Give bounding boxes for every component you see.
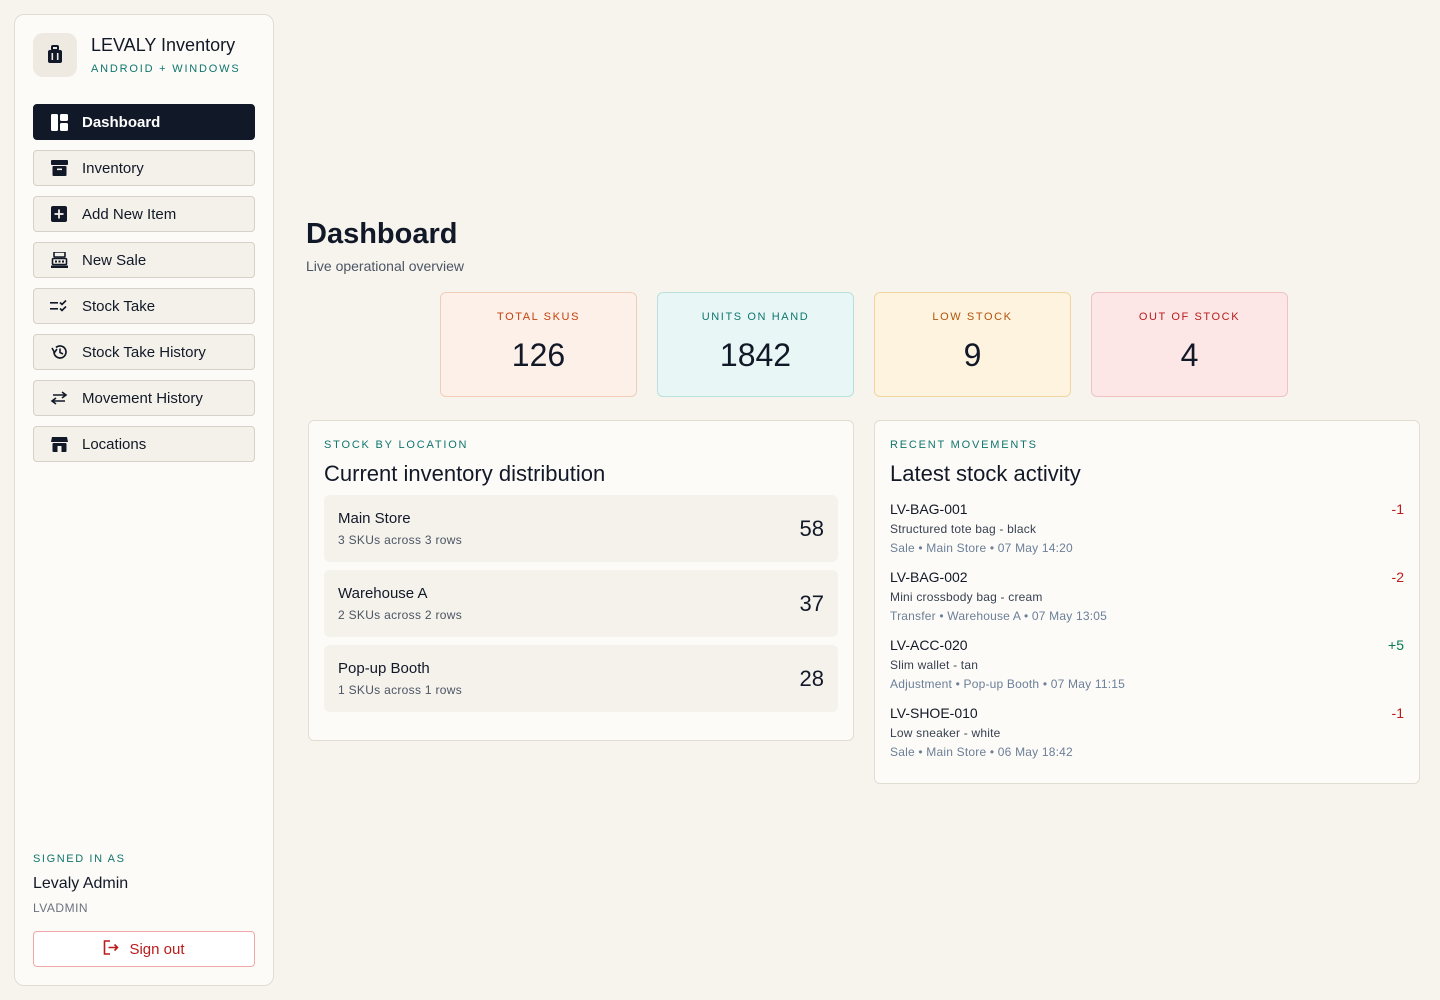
- signed-in-label: SIGNED IN AS: [33, 853, 126, 865]
- sign-out-button[interactable]: Sign out: [33, 931, 255, 967]
- brand-title: LEVALY Inventory: [91, 35, 236, 55]
- movement-description: Mini crossbody bag - cream: [890, 590, 1043, 604]
- movement-meta: Sale • Main Store • 06 May 18:42: [890, 745, 1073, 759]
- panel-eyebrow: RECENT MOVEMENTS: [890, 439, 1038, 451]
- panel-eyebrow: STOCK BY LOCATION: [324, 439, 469, 451]
- cash-register-icon: [50, 251, 68, 269]
- stat-value: 9: [963, 337, 982, 373]
- sidebar-item-dashboard[interactable]: Dashboard: [33, 104, 255, 140]
- location-row-pop-up-booth[interactable]: Pop-up Booth 1 SKUs across 1 rows 28: [324, 645, 838, 712]
- stat-value: 126: [511, 337, 566, 373]
- sidebar-item-stock-take-history[interactable]: Stock Take History: [33, 334, 255, 370]
- movement-description: Slim wallet - tan: [890, 658, 979, 672]
- sidebar-item-add-new-item[interactable]: Add New Item: [33, 196, 255, 232]
- location-name: Warehouse A: [338, 585, 428, 602]
- location-name: Main Store: [338, 510, 411, 527]
- sidebar-item-locations[interactable]: Locations: [33, 426, 255, 462]
- movement-meta: Adjustment • Pop-up Booth • 07 May 11:15: [890, 677, 1125, 691]
- stat-label: UNITS ON HAND: [701, 311, 810, 323]
- recent-movements-panel: RECENT MOVEMENTS Latest stock activity L…: [874, 420, 1420, 784]
- sidebar-item-label: Locations: [82, 435, 147, 453]
- archive-icon: [50, 159, 68, 177]
- stat-value: 4: [1180, 337, 1199, 373]
- brand-subtitle: ANDROID + WINDOWS: [91, 63, 241, 75]
- location-list: Main Store 3 SKUs across 3 rows 58 Wareh…: [324, 495, 838, 712]
- location-sub: 2 SKUs across 2 rows: [338, 608, 463, 622]
- stat-label: OUT OF STOCK: [1138, 311, 1241, 323]
- location-name: Pop-up Booth: [338, 660, 430, 677]
- sidebar-item-stock-take[interactable]: Stock Take: [33, 288, 255, 324]
- movement-description: Low sneaker - white: [890, 726, 1001, 740]
- stat-card-out-of-stock: OUT OF STOCK 4: [1091, 292, 1288, 397]
- signed-in-username: LVADMIN: [33, 901, 89, 915]
- signed-in-name: Levaly Admin: [33, 875, 129, 892]
- location-count: 37: [799, 590, 824, 616]
- sidebar-item-label: Inventory: [82, 159, 144, 177]
- location-count: 28: [799, 665, 824, 691]
- stock-by-location-panel: STOCK BY LOCATION Current inventory dist…: [308, 420, 854, 741]
- movement-item[interactable]: LV-ACC-020 Slim wallet - tan Adjustment …: [890, 637, 1404, 691]
- movement-list: LV-BAG-001 Structured tote bag - black S…: [890, 501, 1404, 759]
- location-row-warehouse-a[interactable]: Warehouse A 2 SKUs across 2 rows 37: [324, 570, 838, 637]
- page-subtitle: Live operational overview: [306, 258, 464, 274]
- stat-card-total-skus: TOTAL SKUS 126: [440, 292, 637, 397]
- store-icon: [50, 435, 68, 453]
- movement-delta: -1: [1391, 501, 1404, 517]
- stat-value: 1842: [719, 337, 792, 373]
- stat-card-low-stock: LOW STOCK 9: [874, 292, 1071, 397]
- movement-sku: LV-BAG-001: [890, 501, 968, 517]
- movement-item[interactable]: LV-BAG-002 Mini crossbody bag - cream Tr…: [890, 569, 1404, 623]
- movement-delta: -1: [1391, 705, 1404, 721]
- stat-card-units-on-hand: UNITS ON HAND 1842: [657, 292, 854, 397]
- swap-arrows-icon: [50, 389, 68, 407]
- page-title: Dashboard: [306, 218, 458, 250]
- sidebar-item-label: New Sale: [82, 251, 147, 269]
- signed-in-block: SIGNED IN AS Levaly Admin LVADMIN Sign o…: [33, 853, 255, 967]
- sidebar-item-inventory[interactable]: Inventory: [33, 150, 255, 186]
- sign-out-icon: [103, 939, 120, 959]
- movement-item[interactable]: LV-SHOE-010 Low sneaker - white Sale • M…: [890, 705, 1404, 759]
- movement-meta: Sale • Main Store • 07 May 14:20: [890, 541, 1073, 555]
- sidebar-item-label: Movement History: [82, 389, 203, 407]
- sidebar: LEVALY Inventory ANDROID + WINDOWS Dashb…: [14, 14, 274, 986]
- sign-out-label: Sign out: [129, 940, 185, 958]
- movement-item[interactable]: LV-BAG-001 Structured tote bag - black S…: [890, 501, 1404, 555]
- movement-meta: Transfer • Warehouse A • 07 May 13:05: [890, 609, 1108, 623]
- bag-icon: [33, 33, 77, 77]
- movement-sku: LV-ACC-020: [890, 637, 968, 653]
- history-icon: [50, 343, 68, 361]
- stat-label: LOW STOCK: [932, 311, 1013, 323]
- movement-delta: +5: [1388, 637, 1404, 653]
- plus-square-icon: [50, 205, 68, 223]
- location-count: 58: [799, 515, 824, 541]
- sidebar-item-label: Stock Take History: [82, 343, 206, 361]
- panel-title: Latest stock activity: [890, 461, 1081, 486]
- location-sub: 1 SKUs across 1 rows: [338, 683, 463, 697]
- sidebar-item-label: Add New Item: [82, 205, 177, 223]
- sidebar-item-label: Stock Take: [82, 297, 156, 315]
- dashboard-icon: [50, 113, 68, 131]
- sidebar-item-movement-history[interactable]: Movement History: [33, 380, 255, 416]
- sidebar-item-new-sale[interactable]: New Sale: [33, 242, 255, 278]
- stat-label: TOTAL SKUS: [496, 311, 581, 323]
- location-sub: 3 SKUs across 3 rows: [338, 533, 463, 547]
- movement-delta: -2: [1391, 569, 1404, 585]
- brand: LEVALY Inventory ANDROID + WINDOWS: [33, 33, 255, 77]
- movement-description: Structured tote bag - black: [890, 522, 1037, 536]
- sidebar-nav: Dashboard Inventory Add New Item New Sal…: [33, 104, 255, 462]
- movement-sku: LV-SHOE-010: [890, 705, 978, 721]
- movement-sku: LV-BAG-002: [890, 569, 968, 585]
- location-row-main-store[interactable]: Main Store 3 SKUs across 3 rows 58: [324, 495, 838, 562]
- panel-title: Current inventory distribution: [324, 461, 606, 486]
- checklist-icon: [50, 297, 68, 315]
- sidebar-item-label: Dashboard: [82, 113, 161, 131]
